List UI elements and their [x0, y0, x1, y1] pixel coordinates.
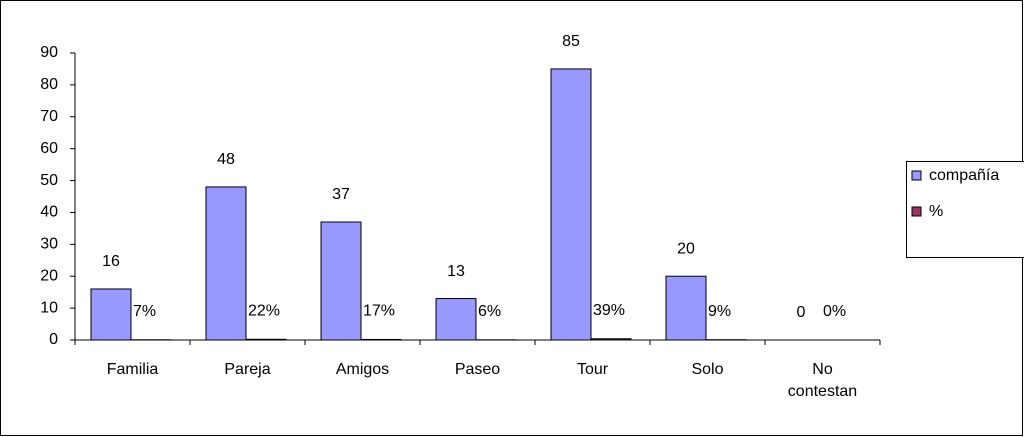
y-tick-label: 70: [40, 108, 58, 125]
data-label: 85: [562, 33, 580, 50]
bar: [90, 288, 132, 341]
bar: [205, 186, 247, 341]
data-label: 39%: [593, 302, 625, 319]
y-tick-label: 20: [40, 267, 58, 284]
data-label: 0: [797, 304, 806, 321]
data-label: 22%: [248, 303, 280, 320]
bar: [665, 275, 707, 341]
bar: [245, 338, 287, 341]
x-tick-label: Tour: [576, 361, 609, 378]
x-tick-label: Paseo: [454, 361, 501, 378]
legend-swatch: [911, 206, 922, 217]
y-tick-label: 80: [40, 76, 58, 93]
bar: [360, 338, 402, 341]
bar: [435, 298, 477, 341]
x-tick-label: No contestan: [787, 361, 858, 400]
data-label: 37: [332, 186, 350, 203]
legend-label: compañía: [929, 167, 999, 184]
y-tick-label: 40: [40, 204, 58, 221]
data-label: 7%: [133, 303, 156, 320]
legend-box: [906, 161, 1024, 258]
y-tick-label: 50: [40, 172, 58, 189]
data-label: 6%: [478, 303, 501, 320]
y-tick-label: 30: [40, 236, 58, 253]
legend-label: %: [929, 203, 943, 220]
data-label: 13: [447, 263, 465, 280]
data-label: 48: [217, 151, 235, 168]
data-label: 16: [102, 253, 120, 270]
data-label: 9%: [708, 303, 731, 320]
data-label: 20: [677, 240, 695, 257]
y-tick-label: 60: [40, 140, 58, 157]
bar: [320, 221, 362, 341]
x-tick-label: Familia: [106, 361, 159, 378]
y-tick-label: 0: [49, 331, 58, 348]
x-tick-label: Pareja: [224, 361, 271, 378]
y-tick-label: 90: [40, 44, 58, 61]
y-tick-label: 10: [40, 299, 58, 316]
legend-swatch: [911, 170, 922, 181]
x-tick-label: Solo: [691, 361, 724, 378]
bar: [590, 338, 632, 341]
bar: [550, 68, 592, 341]
data-label: 0%: [823, 303, 846, 320]
x-tick-label: Amigos: [335, 361, 390, 378]
data-label: 17%: [363, 303, 395, 320]
